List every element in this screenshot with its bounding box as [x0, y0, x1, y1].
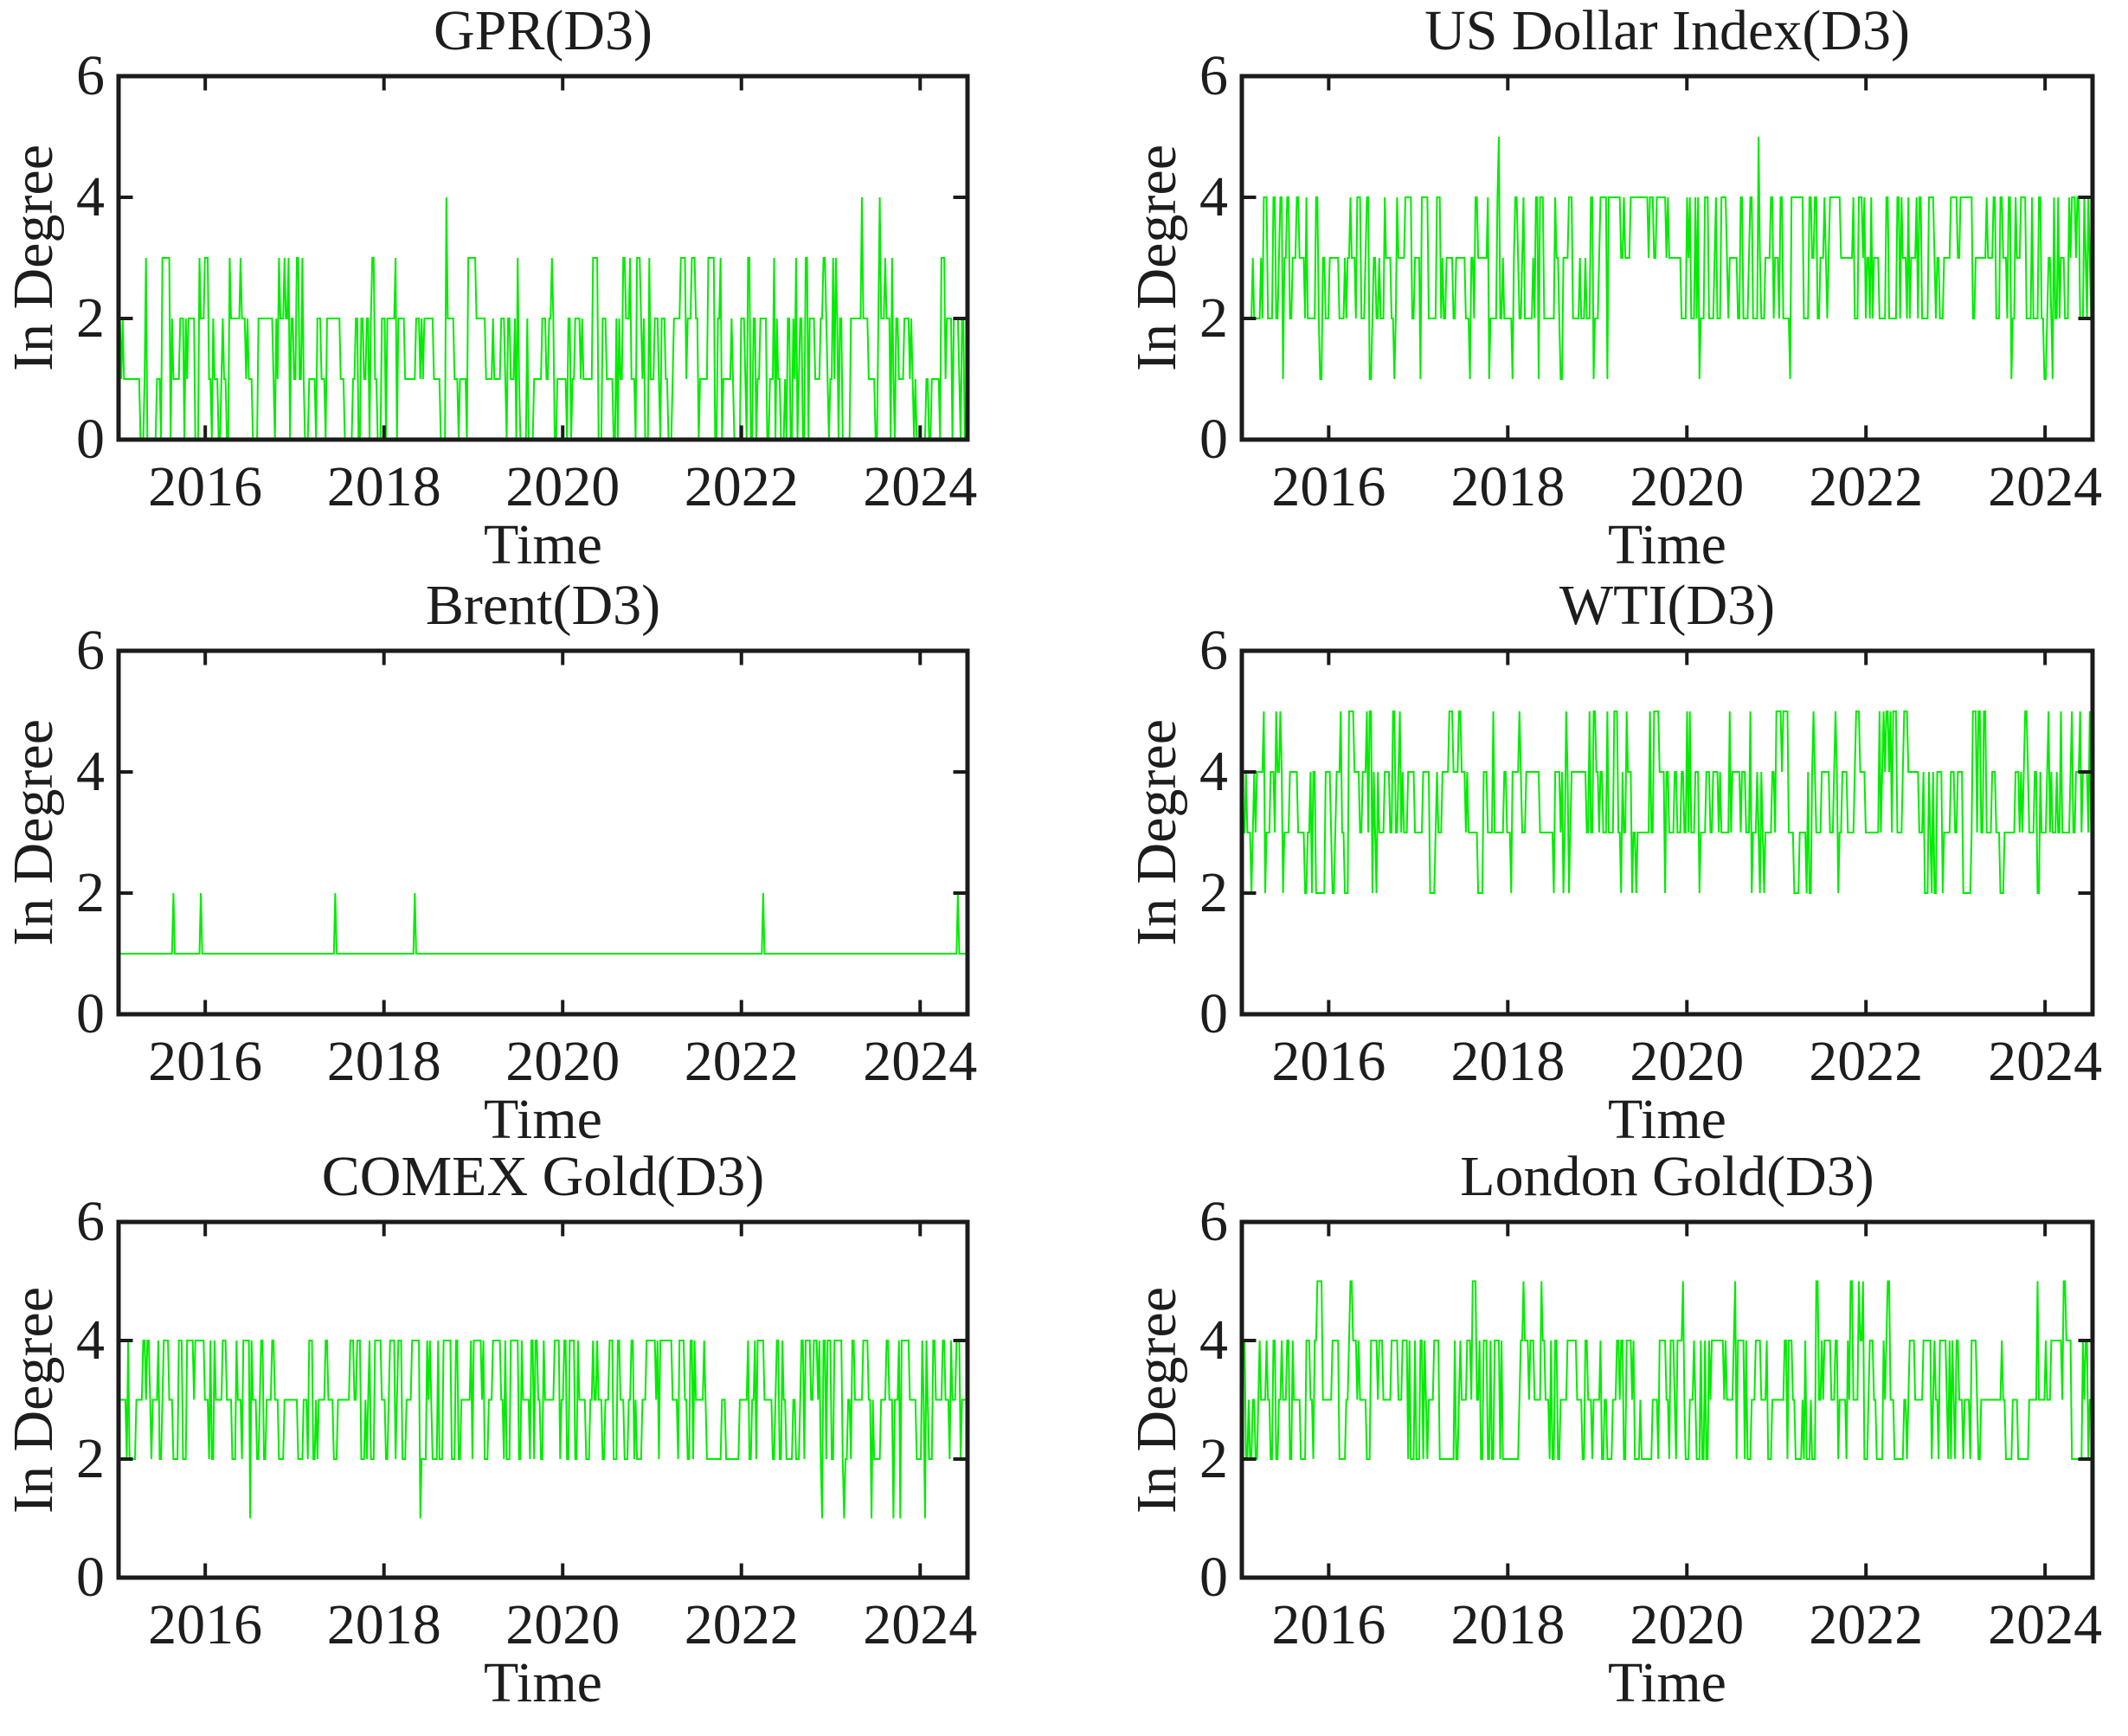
x-axis-label: Time [1608, 1651, 1726, 1714]
x-tick-label: 2018 [1450, 1593, 1565, 1656]
x-tick-label: 2024 [863, 1030, 978, 1093]
x-tick-label: 2024 [863, 455, 978, 518]
y-tick-label: 6 [1199, 619, 1228, 682]
x-tick-label: 2024 [863, 1593, 978, 1656]
y-tick-label: 6 [1199, 1190, 1228, 1253]
y-tick-label: 0 [1199, 1546, 1228, 1609]
axes-box [116, 74, 970, 442]
x-tick-label: 2020 [505, 1593, 620, 1656]
x-axis-label: Time [484, 513, 602, 576]
x-tick-label: 2022 [684, 1030, 799, 1093]
plot-area [116, 1219, 970, 1580]
x-tick-label: 2016 [1271, 1593, 1386, 1656]
x-tick-label: 2016 [148, 1030, 263, 1093]
in-degree-series-line [1242, 710, 2093, 894]
plot-title: US Dollar Index(D3) [1424, 0, 1910, 62]
y-axis-label: In Degree [2, 1286, 65, 1514]
axes-box [116, 1219, 970, 1580]
x-tick-label: 2016 [148, 1593, 263, 1656]
y-axis-label: In Degree [1125, 144, 1188, 372]
y-tick-label: 2 [1199, 861, 1228, 924]
plot-area [1239, 74, 2095, 442]
axes-box [1239, 648, 2095, 1017]
y-tick-label: 0 [1199, 408, 1228, 471]
x-tick-label: 2016 [1271, 1030, 1386, 1093]
plot-area [116, 74, 970, 442]
plot-title: WTI(D3) [1559, 574, 1776, 637]
plot-area [116, 648, 970, 1017]
x-tick-label: 2016 [1271, 455, 1386, 518]
y-axis-label: In Degree [2, 718, 65, 947]
in-degree-series-line [1241, 1280, 2093, 1460]
x-tick-label: 2022 [1809, 455, 1924, 518]
y-axis-label: In Degree [1125, 1286, 1188, 1514]
y-axis-label: In Degree [1125, 718, 1188, 947]
x-tick-label: 2024 [1988, 1030, 2103, 1093]
plot-title: London Gold(D3) [1460, 1145, 1874, 1208]
y-tick-label: 6 [76, 44, 105, 107]
x-tick-label: 2016 [148, 455, 263, 518]
x-axis-label: Time [484, 1088, 602, 1151]
x-tick-label: 2022 [1809, 1593, 1924, 1656]
x-tick-label: 2020 [1630, 1030, 1745, 1093]
x-axis-label: Time [1608, 513, 1726, 576]
axes-box [1239, 74, 2095, 442]
y-tick-label: 6 [76, 619, 105, 682]
axes-box [1239, 1219, 2095, 1580]
in-degree-series-line [118, 1340, 968, 1519]
y-tick-label: 6 [76, 1190, 105, 1253]
x-axis-label: Time [484, 1651, 602, 1714]
y-axis-label: In Degree [2, 144, 65, 372]
y-tick-label: 2 [76, 1427, 105, 1490]
x-tick-label: 2020 [505, 1030, 620, 1093]
x-tick-label: 2024 [1988, 455, 2103, 518]
y-tick-label: 4 [1199, 165, 1228, 228]
y-tick-label: 0 [76, 1546, 105, 1609]
plot-area [1239, 648, 2095, 1017]
axes-box [116, 648, 970, 1017]
x-tick-label: 2018 [1450, 1030, 1565, 1093]
x-tick-label: 2022 [684, 1593, 799, 1656]
x-tick-label: 2022 [684, 455, 799, 518]
y-tick-label: 4 [1199, 740, 1228, 803]
y-tick-label: 2 [76, 861, 105, 924]
y-tick-label: 4 [76, 165, 105, 228]
x-tick-label: 2022 [1809, 1030, 1924, 1093]
x-tick-label: 2024 [1988, 1593, 2103, 1656]
x-tick-label: 2018 [326, 455, 441, 518]
x-tick-label: 2018 [1450, 455, 1565, 518]
x-tick-label: 2018 [326, 1593, 441, 1656]
y-tick-label: 0 [76, 982, 105, 1045]
plot-title: GPR(D3) [433, 0, 653, 62]
plot-area [1239, 1219, 2095, 1580]
x-tick-label: 2020 [1630, 1593, 1745, 1656]
x-axis-label: Time [1608, 1088, 1726, 1151]
plot-title: Brent(D3) [425, 574, 661, 637]
y-tick-label: 4 [76, 740, 105, 803]
x-tick-label: 2020 [1630, 455, 1745, 518]
in-degree-series-line [119, 892, 968, 955]
in-degree-series-line [1242, 136, 2093, 380]
y-tick-label: 2 [76, 286, 105, 350]
x-tick-label: 2020 [505, 455, 620, 518]
x-tick-label: 2018 [326, 1030, 441, 1093]
y-tick-label: 0 [76, 408, 105, 471]
in-degree-series-line [118, 196, 968, 440]
y-tick-label: 6 [1199, 44, 1228, 107]
y-tick-label: 0 [1199, 982, 1228, 1045]
plot-title: COMEX Gold(D3) [321, 1145, 765, 1208]
y-tick-label: 4 [76, 1308, 105, 1372]
y-tick-label: 2 [1199, 1427, 1228, 1490]
y-tick-label: 2 [1199, 286, 1228, 350]
y-tick-label: 4 [1199, 1308, 1228, 1372]
